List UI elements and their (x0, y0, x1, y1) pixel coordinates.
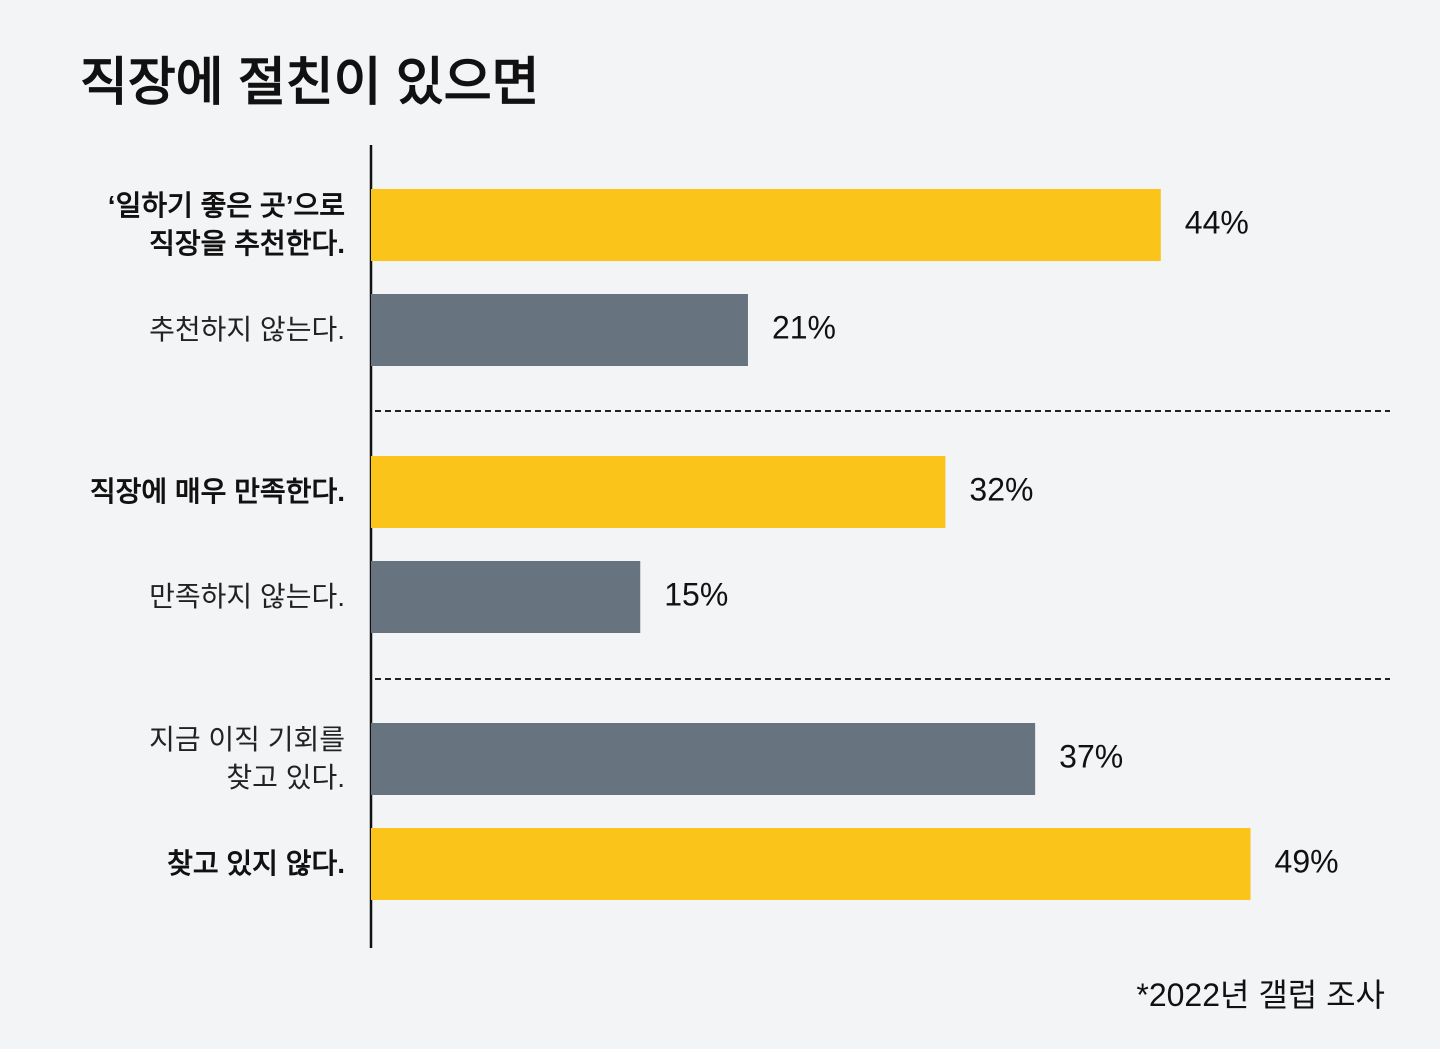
bar (371, 828, 1251, 900)
value-label: 15% (664, 576, 728, 612)
bar (371, 294, 748, 366)
bar (371, 723, 1036, 795)
footnote: *2022년 갤럽 조사 (1136, 977, 1385, 1013)
chart-title: 직장에 절친이 있으면 (80, 54, 540, 112)
value-label: 21% (772, 309, 836, 345)
category-label: ‘일하기 좋은 곳’으로 직장을 추천한다. (107, 190, 345, 259)
bar (371, 456, 946, 528)
value-label: 32% (969, 471, 1033, 507)
bar (371, 561, 641, 633)
value-label: 37% (1059, 738, 1123, 774)
value-label: 49% (1275, 843, 1339, 879)
category-label: 추천하지 않는다. (149, 314, 345, 345)
category-label: 직장에 매우 만족한다. (89, 476, 345, 507)
category-label: 지금 이직 기회를 찾고 있다. (149, 724, 345, 793)
bar (371, 189, 1161, 261)
category-label: 만족하지 않는다. (149, 581, 345, 612)
value-label: 44% (1185, 204, 1249, 240)
category-label: 찾고 있지 않다. (167, 848, 345, 879)
